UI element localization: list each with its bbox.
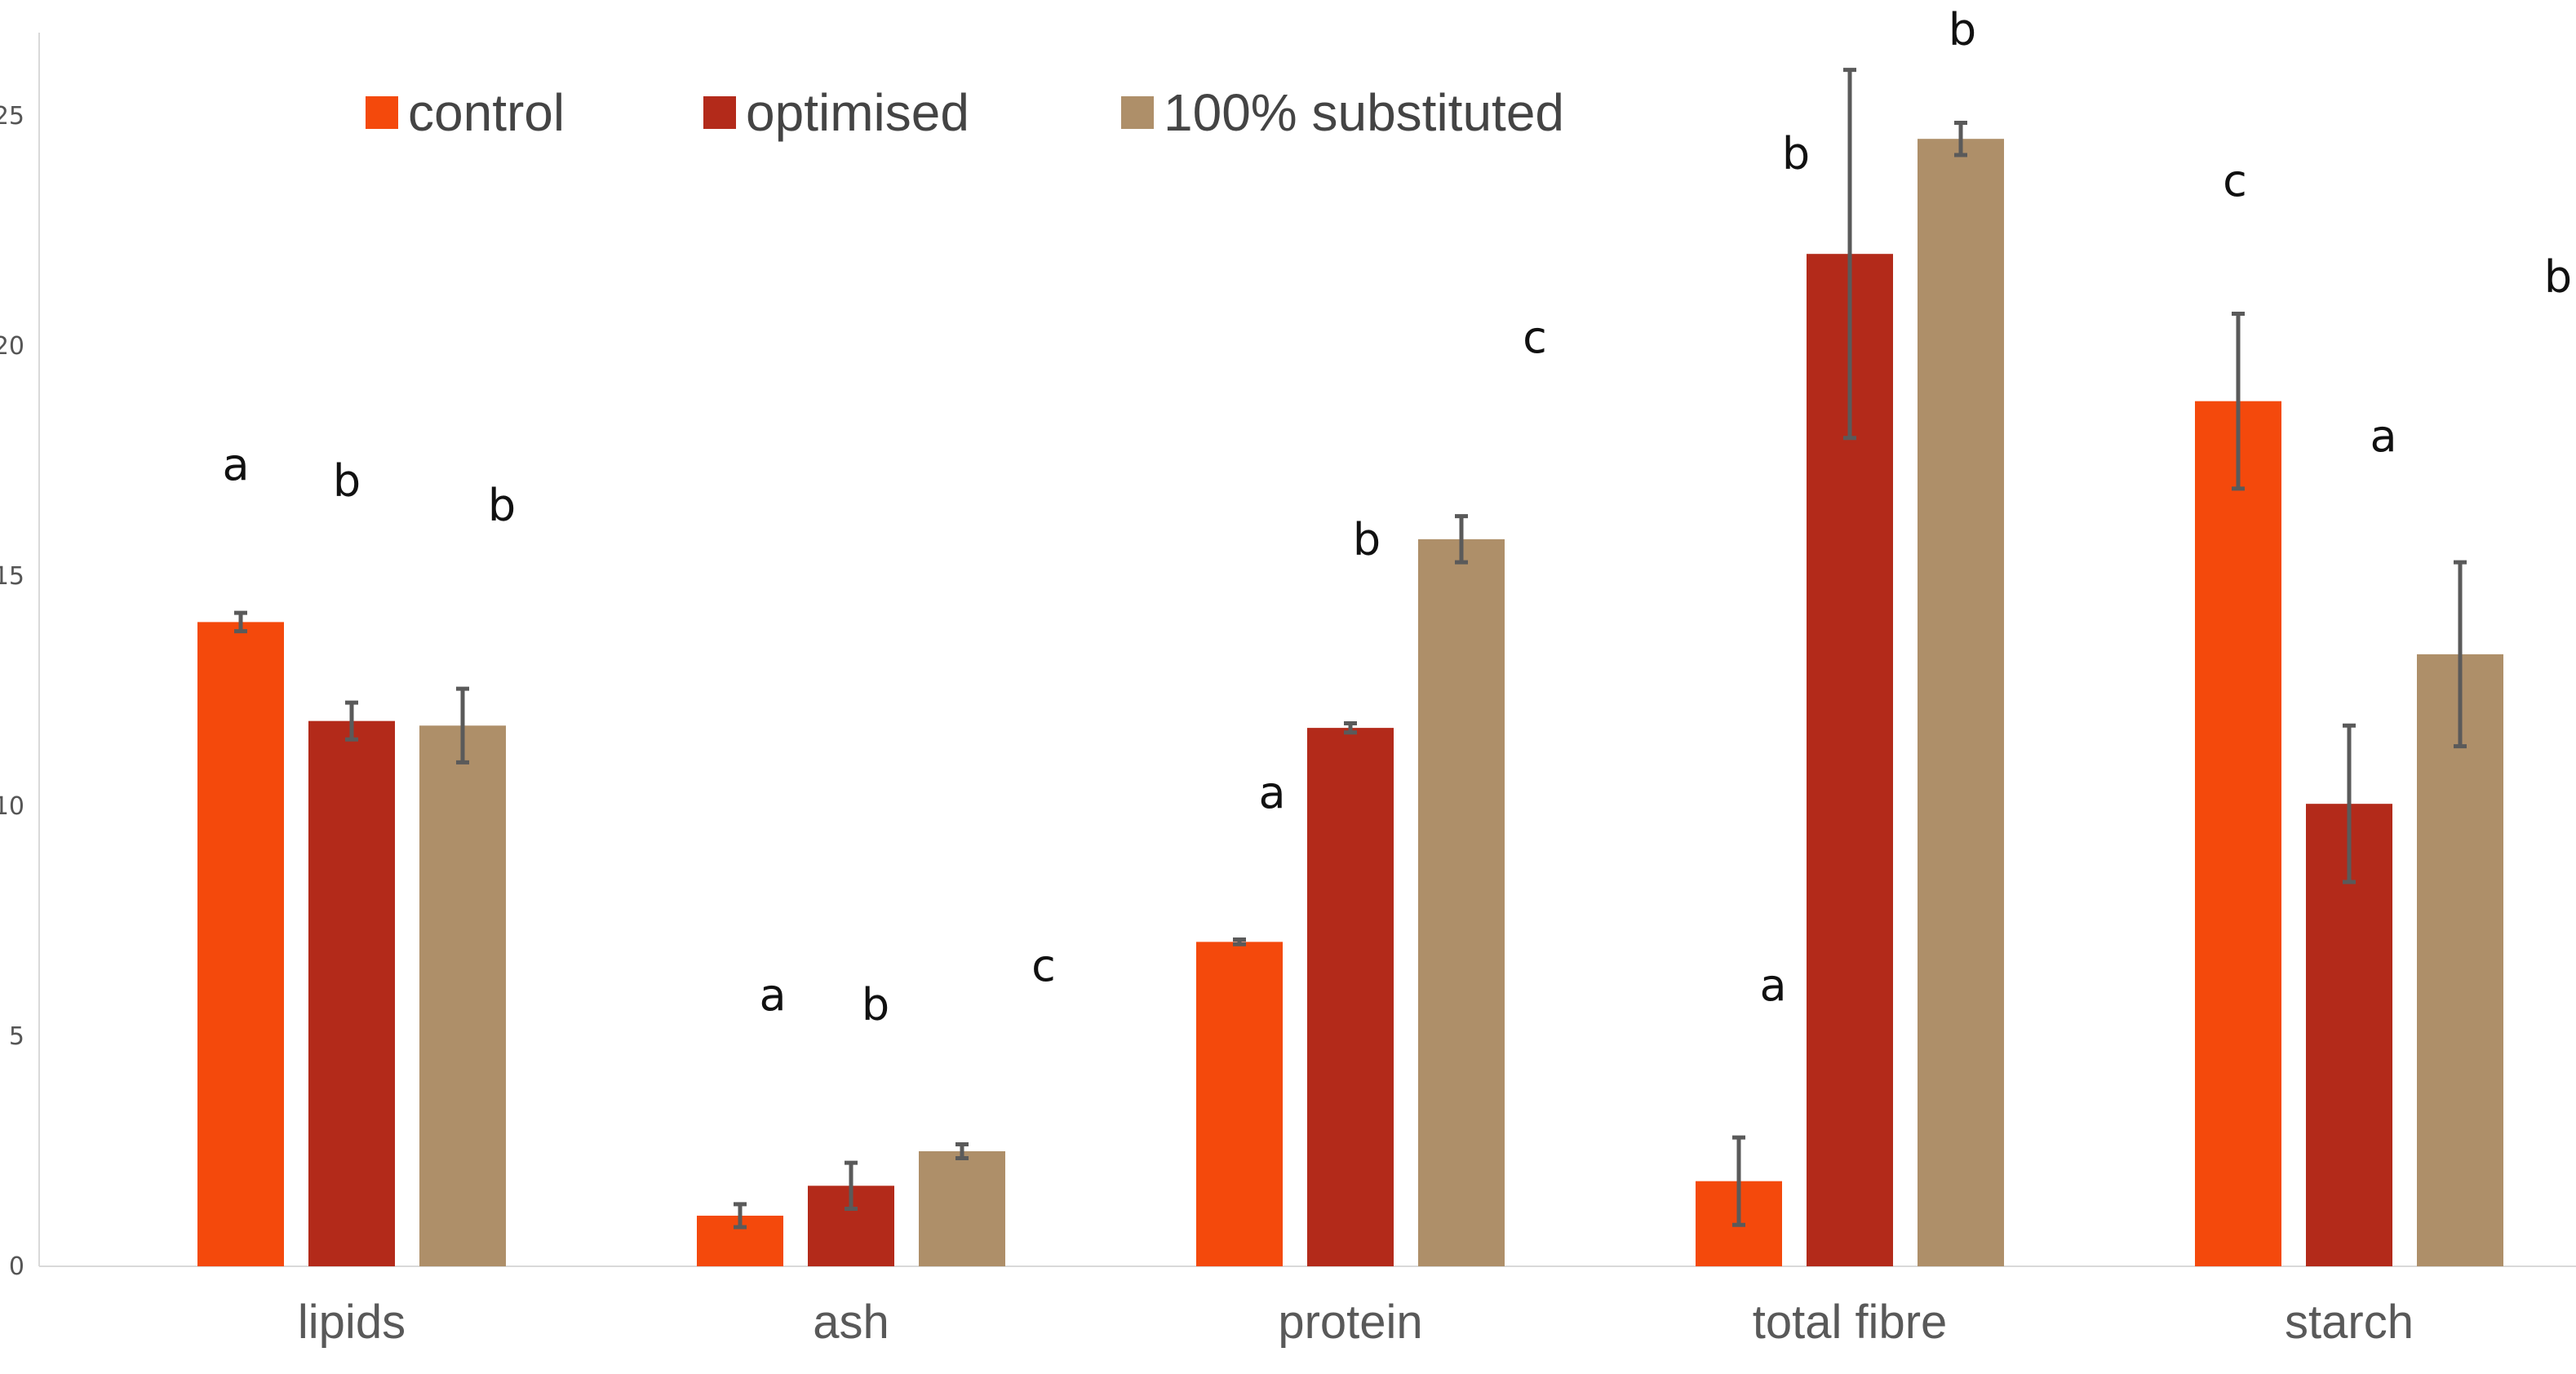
error-bar-total-fibre-100-substituted [1954, 120, 1967, 157]
bar-total-fibre-100-substituted [1918, 139, 2004, 1267]
error-bar-lipids-100-substituted [456, 686, 469, 765]
error-bar-protein-optimised [1344, 720, 1357, 735]
category-label-lipids: lipids [298, 1296, 406, 1349]
sig-letter-lipids-100-substituted: b [488, 480, 516, 531]
y-tick-labels: 0 5 10 15 20 25 [0, 102, 24, 1281]
category-label-protein: protein [1278, 1296, 1422, 1349]
error-bar-protein-100-substituted [1455, 514, 1468, 565]
y-tick-label-0: 0 [9, 1252, 24, 1281]
error-bar-lipids-control [234, 610, 247, 634]
legend-label-100-substituted: 100% substituted [1164, 83, 1564, 142]
bar-lipids-control [197, 622, 284, 1266]
bar-protein-control [1196, 942, 1283, 1266]
category-label-starch: starch [2285, 1296, 2414, 1349]
sig-letter-protein-100-substituted: c [1523, 312, 1547, 363]
sig-letter-ash-optimised: b [862, 979, 889, 1030]
error-bar-starch-optimised [2343, 723, 2356, 884]
sig-letter-total-fibre-control: a [1759, 960, 1786, 1011]
error-bar-protein-control [1233, 937, 1246, 946]
sig-letter-ash-100-substituted: c [1031, 940, 1056, 991]
legend-swatch-100-substituted [1121, 96, 1154, 129]
error-bar-total-fibre-optimised [1843, 68, 1856, 441]
sig-letter-lipids-control: a [222, 439, 249, 490]
sig-letter-protein-optimised: b [1353, 514, 1381, 565]
sig-letter-starch-100-substituted: b [2544, 251, 2572, 303]
category-labels: lipids ash protein total fibre starch [298, 1296, 2414, 1349]
bar-protein-100-substituted [1418, 539, 1505, 1266]
y-tick-label-15: 15 [0, 562, 24, 591]
legend-swatch-optimised [703, 96, 736, 129]
sig-letter-ash-control: a [759, 969, 786, 1021]
error-bar-ash-control [734, 1202, 747, 1230]
error-bar-ash-optimised [845, 1160, 858, 1211]
sig-letter-starch-control: c [2223, 155, 2247, 206]
bar-protein-optimised [1307, 728, 1394, 1266]
bar-lipids-optimised [308, 720, 395, 1266]
bars-group [197, 139, 2503, 1267]
bar-starch-100-substituted [2417, 654, 2503, 1266]
bar-lipids-100-substituted [419, 725, 506, 1266]
bar-starch-control [2195, 401, 2281, 1267]
significance-letters-group: a b b a b c a b c a b b c a b [222, 4, 2572, 1030]
bar-ash-100-substituted [919, 1151, 1005, 1266]
category-label-total-fibre: total fibre [1753, 1296, 1948, 1349]
error-bar-total-fibre-control [1732, 1135, 1745, 1227]
sig-letter-lipids-optimised: b [333, 455, 361, 507]
legend-label-optimised: optimised [746, 83, 969, 142]
y-tick-label-5: 5 [9, 1022, 24, 1051]
error-bar-ash-100-substituted [955, 1142, 969, 1160]
y-tick-label-25: 25 [0, 102, 24, 131]
error-bar-starch-100-substituted [2454, 560, 2467, 749]
sig-letter-protein-control: a [1258, 767, 1285, 818]
y-tick-label-20: 20 [0, 332, 24, 361]
legend-label-control: control [408, 83, 565, 142]
error-bars-group [234, 68, 2467, 1230]
sig-letter-starch-optimised: a [2370, 410, 2396, 462]
sig-letter-total-fibre-optimised: b [1782, 128, 1810, 180]
y-tick-label-10: 10 [0, 792, 24, 821]
sig-letter-total-fibre-100-substituted: b [1949, 4, 1976, 55]
error-bar-starch-control [2232, 312, 2245, 491]
legend: control optimised 100% substituted [366, 83, 1564, 142]
error-bar-lipids-optimised [345, 700, 358, 742]
legend-swatch-control [366, 96, 398, 129]
category-label-ash: ash [813, 1296, 889, 1349]
